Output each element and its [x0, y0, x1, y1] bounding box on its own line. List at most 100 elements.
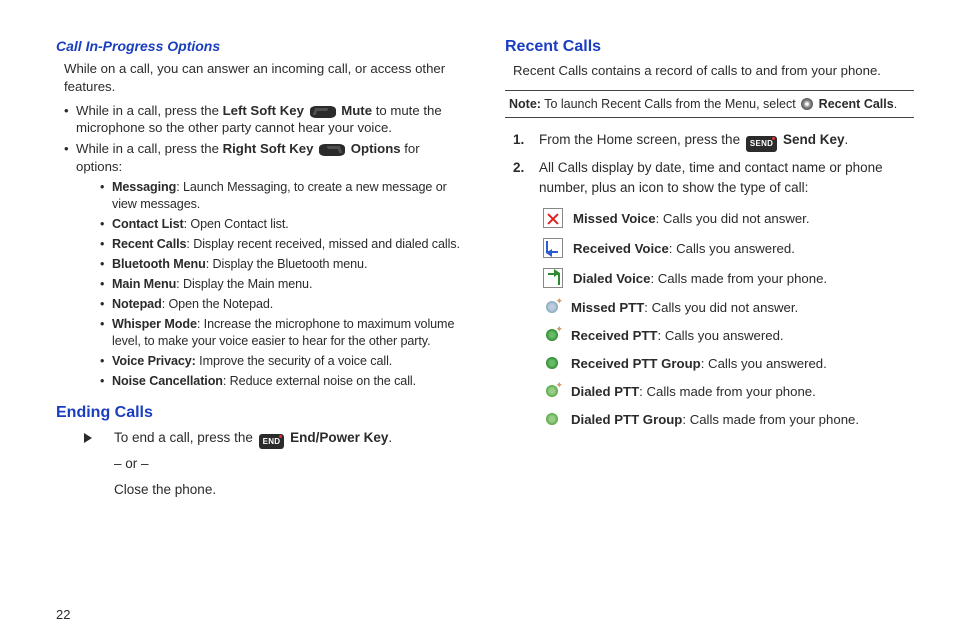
page: Call In-Progress Options While on a call…	[0, 0, 954, 505]
call-type-text: Missed PTT: Calls you did not answer.	[571, 299, 798, 316]
triangle-icon	[84, 433, 92, 443]
dialed-voice-icon	[543, 268, 563, 288]
option-title: Bluetooth Menu	[112, 257, 206, 271]
text-fragment: While in a call, press the	[76, 103, 223, 118]
heading-ending-calls: Ending Calls	[56, 404, 465, 422]
option-item: •Voice Privacy: Improve the security of …	[100, 353, 465, 370]
option-item: •Recent Calls: Display recent received, …	[100, 236, 465, 253]
end-power-key-label: End/Power Key	[286, 430, 388, 445]
option-text: Messaging: Launch Messaging, to create a…	[112, 179, 465, 213]
left-soft-key-label: Left Soft Key	[223, 103, 304, 118]
send-key-icon: SEND	[746, 136, 777, 152]
bullet-dot: •	[64, 102, 76, 138]
call-type-text: Received PTT: Calls you answered.	[571, 327, 784, 344]
step-number: 2.	[513, 158, 539, 199]
call-type-title: Dialed Voice	[573, 271, 650, 286]
options-label: Options	[347, 141, 400, 156]
option-desc: : Display the Main menu.	[176, 277, 312, 291]
received-voice-icon	[543, 238, 563, 258]
option-item: •Whisper Mode: Increase the microphone t…	[100, 316, 465, 350]
option-item: •Messaging: Launch Messaging, to create …	[100, 179, 465, 213]
call-type-row: Missed Voice: Calls you did not answer.	[543, 208, 914, 228]
bullet-dot: •	[100, 179, 112, 213]
option-text: Whisper Mode: Increase the microphone to…	[112, 316, 465, 350]
step-end-call: To end a call, press the END End/Power K…	[84, 428, 465, 450]
option-text: Notepad: Open the Notepad.	[112, 296, 273, 313]
left-column: Call In-Progress Options While on a call…	[56, 32, 465, 505]
send-key-label: Send Key	[779, 132, 844, 147]
note-label: Note:	[509, 97, 541, 111]
call-type-row: Received PTT: Calls you answered.	[543, 326, 914, 344]
call-type-row: Dialed PTT: Calls made from your phone.	[543, 382, 914, 400]
option-title: Messaging	[112, 180, 176, 194]
step-number: 1.	[513, 130, 539, 152]
option-title: Noise Cancellation	[112, 374, 223, 388]
text-fragment: .	[894, 97, 897, 111]
heading-recent-calls: Recent Calls	[505, 38, 914, 56]
option-item: •Contact List: Open Contact list.	[100, 216, 465, 233]
recent-calls-intro: Recent Calls contains a record of calls …	[513, 62, 914, 80]
option-item: •Bluetooth Menu: Display the Bluetooth m…	[100, 256, 465, 273]
step-2-text: All Calls display by date, time and cont…	[539, 158, 914, 199]
close-phone-text: Close the phone.	[114, 479, 465, 501]
call-type-desc: : Calls made from your phone.	[682, 412, 859, 427]
text-fragment: While in a call, press the	[76, 141, 223, 156]
option-desc: : Open the Notepad.	[162, 297, 274, 311]
step-marker	[84, 428, 114, 450]
call-type-title: Missed Voice	[573, 211, 656, 226]
text-fragment: .	[388, 430, 392, 445]
intro-paragraph: While on a call, you can answer an incom…	[64, 60, 465, 96]
received-ptt-icon	[543, 326, 561, 344]
call-type-text: Received PTT Group: Calls you answered.	[571, 355, 827, 372]
call-type-title: Dialed PTT	[571, 384, 639, 399]
call-type-row: Received PTT Group: Calls you answered.	[543, 354, 914, 372]
option-desc: : Open Contact list.	[184, 217, 289, 231]
bullet-mute-text: While in a call, press the Left Soft Key…	[76, 102, 465, 138]
call-type-desc: : Calls made from your phone.	[639, 384, 816, 399]
missed-voice-icon	[543, 208, 563, 228]
dialed-ptt-group-icon	[543, 410, 561, 428]
call-type-text: Dialed PTT Group: Calls made from your p…	[571, 411, 859, 428]
call-type-desc: : Calls you answered.	[701, 356, 827, 371]
options-sublist: •Messaging: Launch Messaging, to create …	[100, 179, 465, 390]
ordered-steps: 1. From the Home screen, press the SEND …	[505, 130, 914, 199]
mute-label: Mute	[338, 103, 372, 118]
option-text: Bluetooth Menu: Display the Bluetooth me…	[112, 256, 367, 273]
call-type-title: Received Voice	[573, 241, 669, 256]
option-desc: : Reduce external noise on the call.	[223, 374, 416, 388]
call-type-desc: : Calls made from your phone.	[650, 271, 827, 286]
bullet-dot: •	[64, 140, 76, 176]
bullet-mute: • While in a call, press the Left Soft K…	[64, 102, 465, 138]
bullet-dot: •	[100, 236, 112, 253]
option-desc: Improve the security of a voice call.	[196, 354, 392, 368]
option-title: Recent Calls	[112, 237, 186, 251]
call-type-text: Dialed Voice: Calls made from your phone…	[573, 270, 827, 287]
right-soft-key-label: Right Soft Key	[223, 141, 314, 156]
option-item: •Notepad: Open the Notepad.	[100, 296, 465, 313]
step-1-text: From the Home screen, press the SEND Sen…	[539, 130, 848, 152]
option-title: Main Menu	[112, 277, 176, 291]
or-divider: – or –	[114, 453, 465, 475]
option-title: Whisper Mode	[112, 317, 197, 331]
option-text: Contact List: Open Contact list.	[112, 216, 289, 233]
option-title: Contact List	[112, 217, 184, 231]
missed-ptt-icon	[543, 298, 561, 316]
recent-calls-menu-label: Recent Calls	[815, 97, 894, 111]
bullet-options-text: While in a call, press the Right Soft Ke…	[76, 140, 465, 176]
text-fragment: To end a call, press the	[114, 430, 257, 445]
call-type-title: Missed PTT	[571, 300, 644, 315]
call-type-desc: : Calls you answered.	[669, 241, 795, 256]
call-type-desc: : Calls you did not answer.	[656, 211, 810, 226]
page-number: 22	[56, 607, 70, 622]
right-soft-key-icon	[319, 144, 345, 156]
step-2: 2. All Calls display by date, time and c…	[513, 158, 914, 199]
heading-call-in-progress: Call In-Progress Options	[56, 38, 465, 54]
option-text: Noise Cancellation: Reduce external nois…	[112, 373, 416, 390]
bullet-dot: •	[100, 276, 112, 293]
note-box: Note: To launch Recent Calls from the Me…	[505, 90, 914, 118]
option-title: Voice Privacy:	[112, 354, 196, 368]
call-type-text: Received Voice: Calls you answered.	[573, 240, 795, 257]
option-desc: : Display the Bluetooth menu.	[206, 257, 368, 271]
call-type-title: Dialed PTT Group	[571, 412, 682, 427]
bullet-options: • While in a call, press the Right Soft …	[64, 140, 465, 176]
